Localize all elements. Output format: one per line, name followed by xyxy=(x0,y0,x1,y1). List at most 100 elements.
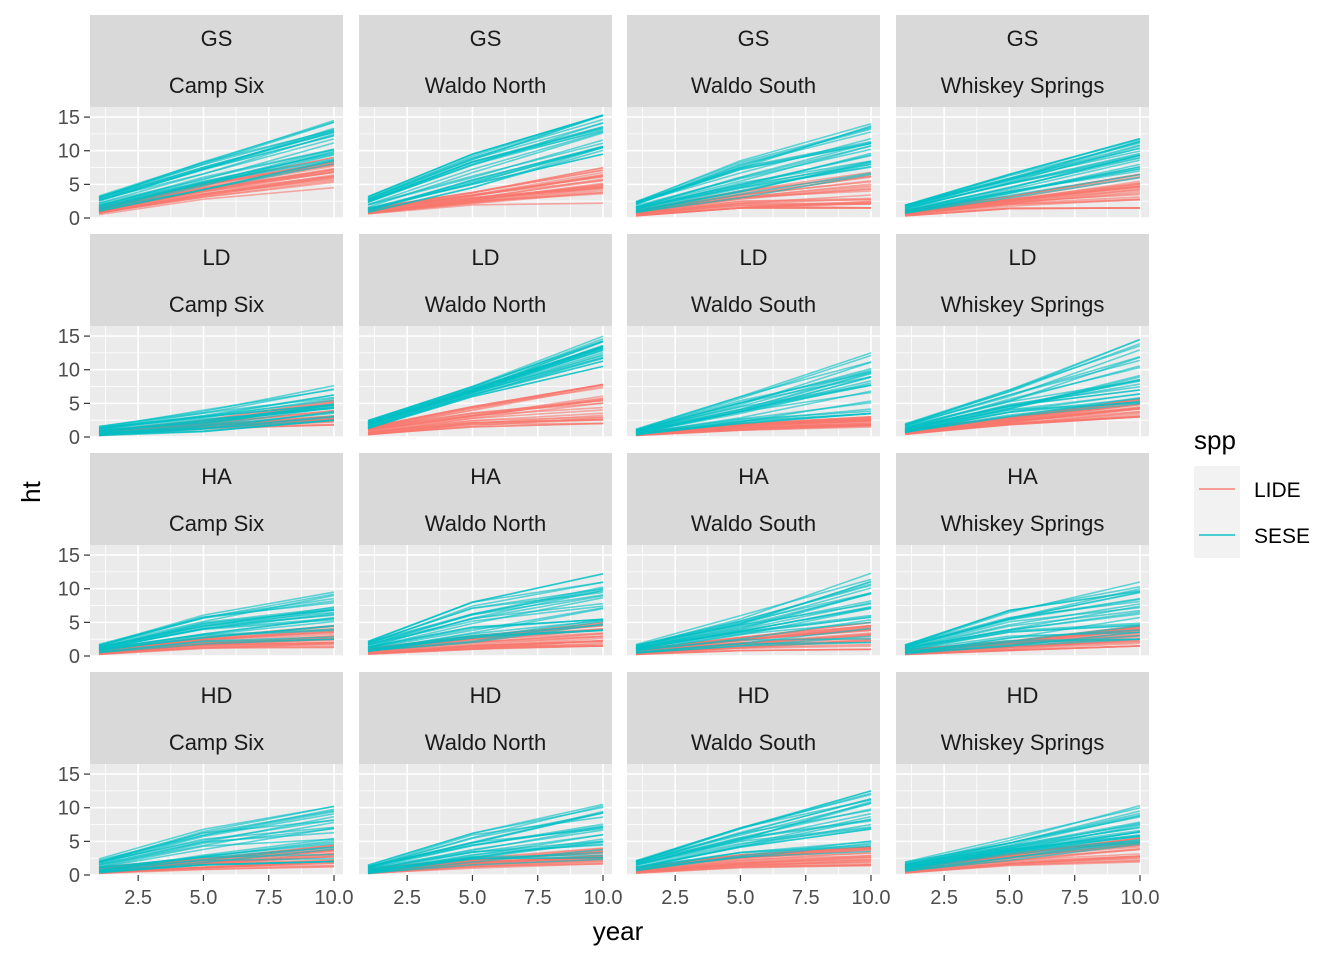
series-line-lide xyxy=(904,198,1141,215)
y-tick-label: 15 xyxy=(58,326,80,348)
series-line-sese xyxy=(367,629,604,650)
series-line-sese xyxy=(367,857,604,872)
y-tick-label: 0 xyxy=(69,427,80,449)
series-line-sese xyxy=(904,338,1141,425)
series-line-sese xyxy=(904,366,1141,430)
facet-strip-bottom-label: Camp Six xyxy=(169,511,264,536)
facet-strip xyxy=(896,234,1149,326)
series-line-lide xyxy=(904,645,1141,656)
facet-strip-bottom-label: Waldo South xyxy=(691,73,816,98)
facet-strip-top-label: LD xyxy=(739,245,767,270)
series-line-lide xyxy=(367,397,604,432)
series-line-sese xyxy=(904,634,1141,654)
series-line-sese xyxy=(904,631,1141,652)
series-line-sese xyxy=(904,138,1141,207)
x-tick-label: 7.5 xyxy=(524,887,552,909)
facet-strip-bottom-label: Waldo South xyxy=(691,292,816,317)
series-line-sese xyxy=(635,812,872,866)
series-line-sese xyxy=(98,159,335,210)
series-line-sese xyxy=(635,797,872,862)
facet-strip-bottom-label: Waldo South xyxy=(691,730,816,755)
facet-strip-bottom-label: Whiskey Springs xyxy=(941,730,1105,755)
series-line-lide xyxy=(98,174,335,213)
facet-strip xyxy=(90,453,343,545)
series-line-lide xyxy=(98,181,335,214)
series-line-sese xyxy=(635,371,872,433)
x-tick-label: 10.0 xyxy=(584,887,623,909)
series-line-sese xyxy=(904,378,1141,430)
y-tick-label: 15 xyxy=(58,107,80,129)
facet-strip-top-label: HA xyxy=(1007,464,1038,489)
facet-strip-bottom-label: Waldo North xyxy=(425,730,546,755)
series-line-sese xyxy=(367,812,604,869)
series-line-lide xyxy=(635,645,872,655)
series-line-lide xyxy=(904,860,1141,874)
series-line-sese xyxy=(367,618,604,649)
series-line-sese xyxy=(98,404,335,433)
series-line-sese xyxy=(904,374,1141,432)
y-tick-label: 10 xyxy=(58,141,80,163)
y-tick-label: 15 xyxy=(58,764,80,786)
facet-strip-top-label: LD xyxy=(471,245,499,270)
facet-strip-top-label: HA xyxy=(201,464,232,489)
series-line-sese xyxy=(635,173,872,214)
facet-strip-bottom-label: Waldo North xyxy=(425,511,546,536)
series-line-lide xyxy=(367,645,604,655)
series-line-sese xyxy=(635,148,872,207)
legend-title: spp xyxy=(1194,425,1236,455)
series-line-sese xyxy=(98,597,335,646)
series-line-sese xyxy=(904,840,1141,871)
series-line-sese xyxy=(367,335,604,422)
series-line-lide xyxy=(635,648,872,656)
series-line-sese xyxy=(367,114,604,198)
series-line-sese xyxy=(904,804,1141,865)
facet-strip-top-label: LD xyxy=(1008,245,1036,270)
facet-strip-top-label: GS xyxy=(1007,26,1039,51)
facet-strip-top-label: HD xyxy=(470,683,502,708)
series-line-sese xyxy=(367,365,604,430)
series-line-sese xyxy=(904,638,1141,653)
facet-strip-bottom-label: Waldo North xyxy=(425,73,546,98)
series-line-sese xyxy=(904,603,1141,650)
y-tick-label: 0 xyxy=(69,865,80,887)
series-line-lide xyxy=(635,187,872,214)
series-line-sese xyxy=(904,613,1141,650)
y-tick-label: 10 xyxy=(58,798,80,820)
series-line-sese xyxy=(635,172,872,214)
series-line-sese xyxy=(98,419,335,436)
series-line-sese xyxy=(904,638,1141,655)
series-line-sese xyxy=(367,357,604,428)
series-line-lide xyxy=(635,424,872,436)
series-line-sese xyxy=(904,600,1141,646)
series-line-sese xyxy=(635,823,872,870)
series-line-sese xyxy=(904,153,1141,210)
series-line-sese xyxy=(635,137,872,204)
series-line-sese xyxy=(635,621,872,652)
facet-strip xyxy=(896,453,1149,545)
series-line-lide xyxy=(367,412,604,434)
facet-strip-bottom-label: Waldo North xyxy=(425,292,546,317)
series-line-sese xyxy=(98,629,335,652)
series-line-lide xyxy=(904,207,1141,217)
series-line-sese xyxy=(904,606,1141,649)
series-line-sese xyxy=(98,138,335,201)
x-tick-label: 5.0 xyxy=(727,887,755,909)
y-tick-label: 10 xyxy=(58,360,80,382)
facet-strip xyxy=(359,234,612,326)
facet-strip xyxy=(627,234,880,326)
series-line-sese xyxy=(635,607,872,649)
x-tick-label: 2.5 xyxy=(930,887,958,909)
series-line-lide xyxy=(635,203,872,215)
facet-strip-top-label: LD xyxy=(202,245,230,270)
series-line-sese xyxy=(367,572,604,643)
series-line-lide xyxy=(904,416,1141,435)
series-line-sese xyxy=(367,118,604,199)
series-line-lide xyxy=(367,383,604,429)
x-tick-label: 2.5 xyxy=(393,887,421,909)
series-line-sese xyxy=(98,638,335,654)
series-line-sese xyxy=(98,636,335,654)
series-line-sese xyxy=(98,154,335,207)
series-line-sese xyxy=(904,589,1141,647)
facet-strip xyxy=(359,672,612,764)
